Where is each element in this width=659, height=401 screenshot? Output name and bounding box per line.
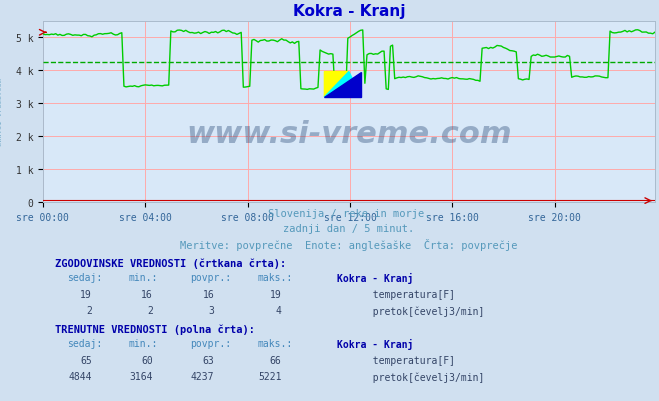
Text: pretok[čevelj3/min]: pretok[čevelj3/min] xyxy=(361,371,484,382)
Text: temperatura[F]: temperatura[F] xyxy=(361,289,455,299)
Text: Meritve: povprečne  Enote: anglešaške  Črta: povprečje: Meritve: povprečne Enote: anglešaške Črt… xyxy=(180,238,517,250)
Text: 3164: 3164 xyxy=(130,371,153,381)
Text: 19: 19 xyxy=(80,289,92,299)
Text: Kokra - Kranj: Kokra - Kranj xyxy=(337,273,413,284)
Text: 5221: 5221 xyxy=(258,371,281,381)
Text: 63: 63 xyxy=(202,355,214,365)
Text: ZGODOVINSKE VREDNOSTI (črtkana črta):: ZGODOVINSKE VREDNOSTI (črtkana črta): xyxy=(55,258,287,268)
Text: 19: 19 xyxy=(270,289,281,299)
Text: www.si-vreme.com: www.si-vreme.com xyxy=(186,119,511,148)
Text: 2: 2 xyxy=(147,306,153,316)
Text: 16: 16 xyxy=(202,289,214,299)
Text: www.si-vreme.com: www.si-vreme.com xyxy=(0,78,3,146)
Text: zadnji dan / 5 minut.: zadnji dan / 5 minut. xyxy=(283,223,415,233)
Text: TRENUTNE VREDNOSTI (polna črta):: TRENUTNE VREDNOSTI (polna črta): xyxy=(55,324,255,334)
Text: 16: 16 xyxy=(141,289,153,299)
Text: 4: 4 xyxy=(275,306,281,316)
Text: 65: 65 xyxy=(80,355,92,365)
Text: sedaj:: sedaj: xyxy=(67,273,103,283)
Text: 2: 2 xyxy=(86,306,92,316)
Polygon shape xyxy=(324,72,361,98)
Bar xyxy=(337,352,355,367)
Text: 4844: 4844 xyxy=(69,371,92,381)
Text: Slovenija / reke in morje.: Slovenija / reke in morje. xyxy=(268,209,430,219)
Bar xyxy=(337,303,355,318)
Bar xyxy=(337,369,355,384)
Text: min.:: min.: xyxy=(129,273,158,283)
Bar xyxy=(337,287,355,302)
Text: Kokra - Kranj: Kokra - Kranj xyxy=(337,338,413,350)
Text: 3: 3 xyxy=(208,306,214,316)
Text: povpr.:: povpr.: xyxy=(190,273,231,283)
Text: pretok[čevelj3/min]: pretok[čevelj3/min] xyxy=(361,306,484,316)
Text: povpr.:: povpr.: xyxy=(190,338,231,348)
Polygon shape xyxy=(324,72,349,98)
Text: sedaj:: sedaj: xyxy=(67,338,103,348)
Text: temperatura[F]: temperatura[F] xyxy=(361,355,455,365)
Text: 66: 66 xyxy=(270,355,281,365)
Text: maks.:: maks.: xyxy=(257,273,293,283)
Text: 60: 60 xyxy=(141,355,153,365)
Title: Kokra - Kranj: Kokra - Kranj xyxy=(293,4,405,19)
Text: min.:: min.: xyxy=(129,338,158,348)
Polygon shape xyxy=(324,72,361,98)
Text: 4237: 4237 xyxy=(190,371,214,381)
Text: maks.:: maks.: xyxy=(257,338,293,348)
